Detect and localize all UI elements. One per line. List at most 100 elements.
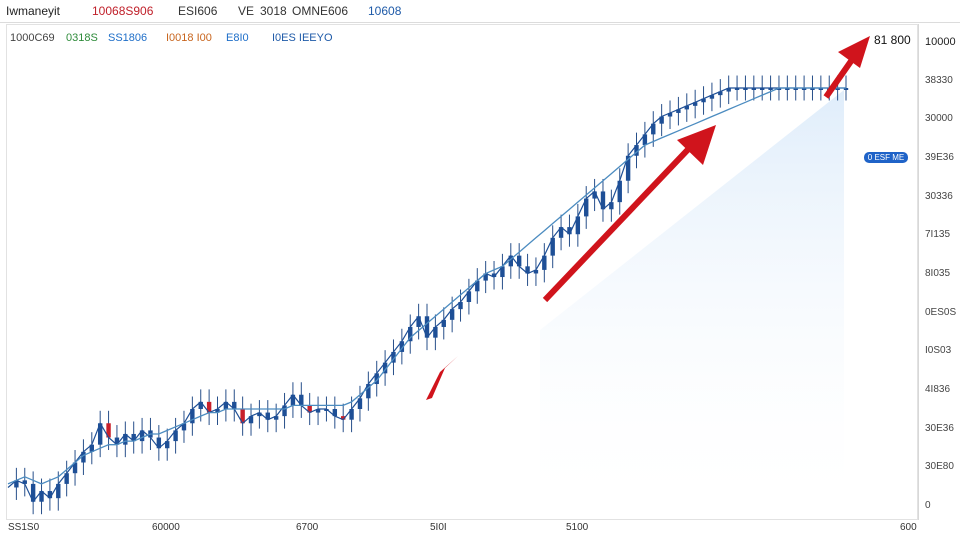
- candle-body: [366, 384, 371, 399]
- y-tick-label: 0: [925, 500, 931, 511]
- y-axis-line: [918, 24, 919, 520]
- candle-body: [584, 198, 589, 217]
- candle-body: [131, 433, 136, 442]
- legend-item-4: E8I0: [226, 32, 249, 44]
- candle-body: [89, 444, 94, 452]
- y-tick-label: 39E36: [925, 152, 954, 163]
- series-lines: [7, 87, 846, 503]
- y-tick-label: 30000: [925, 113, 953, 125]
- candle-body: [181, 423, 187, 431]
- candle-body: [726, 88, 731, 92]
- candle-body: [684, 105, 689, 110]
- candle-body: [701, 98, 706, 103]
- candle-body: [290, 394, 296, 406]
- candle-body: [139, 430, 145, 442]
- candle-body: [156, 437, 162, 449]
- x-tick-label: 6700: [296, 522, 319, 533]
- header-item-3: VE: [238, 4, 255, 18]
- legend-item-1: 0318S: [66, 32, 98, 44]
- candle-body: [533, 269, 539, 274]
- candle-body: [491, 273, 497, 278]
- candle-body: [692, 102, 698, 106]
- price-label: 81 800: [874, 33, 911, 47]
- legend-item-3: I0018 I00: [166, 32, 212, 44]
- candle-body: [449, 309, 455, 320]
- candle-body: [768, 88, 773, 90]
- candle-body: [734, 88, 740, 90]
- candle-body: [332, 409, 338, 417]
- x-tick-label: 5100: [566, 522, 589, 533]
- candle-body: [39, 491, 44, 502]
- candle-body: [508, 255, 513, 267]
- candle-body: [30, 483, 36, 502]
- candle-body: [458, 302, 463, 310]
- candle-body: [223, 401, 229, 409]
- candle-body: [357, 398, 363, 409]
- candle-body: [232, 401, 237, 409]
- candle-body: [248, 416, 254, 424]
- candle-body: [676, 109, 681, 113]
- candle-body: [349, 409, 354, 420]
- y-tick-label: 30336: [925, 190, 953, 202]
- candle-body: [516, 255, 522, 267]
- candle-body: [273, 416, 279, 420]
- candle-body: [240, 409, 245, 424]
- candle-body: [751, 88, 757, 90]
- series-line-1: [7, 87, 846, 485]
- y-tick-label: 4I836: [925, 384, 951, 395]
- header-item-2: ESI606: [178, 4, 218, 18]
- candle-body: [651, 123, 656, 135]
- candle-body: [776, 88, 782, 90]
- candle-body: [282, 405, 287, 417]
- trend-arrow-large-shaft: [542, 137, 700, 303]
- candle-body: [475, 280, 480, 292]
- candle-body: [558, 227, 564, 238]
- candle-body: [190, 409, 195, 424]
- trend-arrow-top-head: [838, 36, 870, 68]
- legend-item-0: 1000C69: [10, 32, 55, 44]
- candle-body: [567, 227, 572, 235]
- last-value-badge: 0 ESF ME: [864, 152, 908, 163]
- x-tick-label: 60000: [152, 522, 180, 533]
- candle-body: [307, 405, 312, 413]
- candle-body: [14, 480, 19, 488]
- trend-arrow-large-head: [677, 125, 716, 165]
- candle-body: [575, 216, 581, 235]
- candle-body: [341, 416, 346, 420]
- candle-body: [659, 116, 664, 124]
- candle-body: [399, 341, 405, 352]
- candle-body: [299, 394, 304, 406]
- candle-body: [525, 266, 530, 274]
- y-tick-label: 7I135: [925, 229, 951, 241]
- candle-body: [315, 409, 321, 413]
- candle-body: [810, 88, 815, 90]
- candle-body: [324, 409, 329, 411]
- candle-body: [625, 155, 631, 181]
- y-tick-label: 38330: [925, 74, 953, 86]
- chart-header: Iwmaneyit 10068S906 ESI606 VE 3018 OMNE6…: [0, 0, 960, 22]
- y-tick-label: 30E80: [925, 461, 954, 473]
- y-tick-label: I0S03: [925, 345, 952, 357]
- trend-arrow-small: [426, 356, 458, 400]
- candle-body: [843, 88, 849, 90]
- x-tick-label: 600: [900, 522, 917, 533]
- candle-body: [56, 483, 61, 499]
- candle-body: [709, 95, 715, 99]
- candle-body: [265, 412, 270, 420]
- candle-body: [382, 362, 388, 374]
- y-tick-label: 0ES0S: [925, 306, 957, 318]
- y-tick-label: 30E36: [925, 422, 954, 434]
- legend-item-2: SS1806: [108, 32, 148, 44]
- header-divider: [0, 22, 960, 23]
- candle-body: [72, 462, 78, 474]
- candle-body: [634, 145, 639, 156]
- candle-body: [97, 423, 103, 445]
- x-tick-label: 5I0I: [430, 522, 447, 533]
- candle-body: [391, 351, 396, 363]
- candle-body: [106, 423, 111, 438]
- candle-body: [257, 412, 262, 417]
- y-tick-label: 8I035: [925, 268, 951, 279]
- candle-body: [114, 437, 120, 445]
- candle-body: [592, 191, 597, 199]
